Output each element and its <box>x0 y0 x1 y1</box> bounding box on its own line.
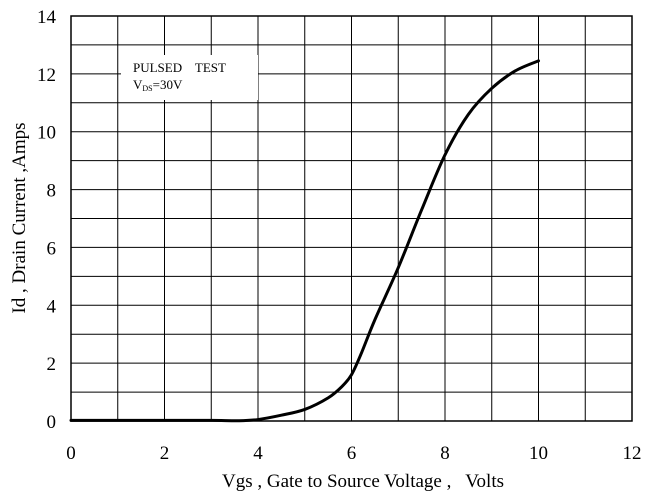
x-tick-label: 0 <box>66 443 76 464</box>
y-tick-label: 14 <box>37 7 57 28</box>
y-tick-label: 4 <box>47 296 57 317</box>
series-line <box>69 59 540 423</box>
grid <box>71 16 632 421</box>
y-tick-label: 10 <box>37 123 56 144</box>
tick-labels: 0 2 4 6 8 10 12 0 2 4 6 8 10 12 14 <box>37 7 642 464</box>
y-tick-label: 2 <box>47 354 57 375</box>
x-tick-label: 4 <box>253 443 263 464</box>
x-tick-label: 6 <box>347 443 357 464</box>
annotation-line2: VDS=30V <box>133 77 183 93</box>
y-axis-title: Id , Drain Current ,Amps <box>9 122 30 313</box>
y-tick-label: 6 <box>47 238 57 259</box>
x-tick-label: 10 <box>529 443 548 464</box>
annotation-background <box>121 55 258 100</box>
y-tick-label: 8 <box>47 181 57 202</box>
x-axis-title: Vgs , Gate to Source Voltage , Volts <box>222 471 504 491</box>
y-tick-label: 0 <box>47 412 57 433</box>
x-tick-label: 2 <box>160 443 170 464</box>
annotation-box: PULSED TEST VDS=30V <box>121 55 258 100</box>
x-tick-label: 12 <box>623 443 642 464</box>
y-tick-label: 12 <box>37 65 56 86</box>
annotation-line1: PULSED TEST <box>133 60 226 75</box>
x-tick-label: 8 <box>440 443 450 464</box>
plot-frame <box>70 15 633 422</box>
